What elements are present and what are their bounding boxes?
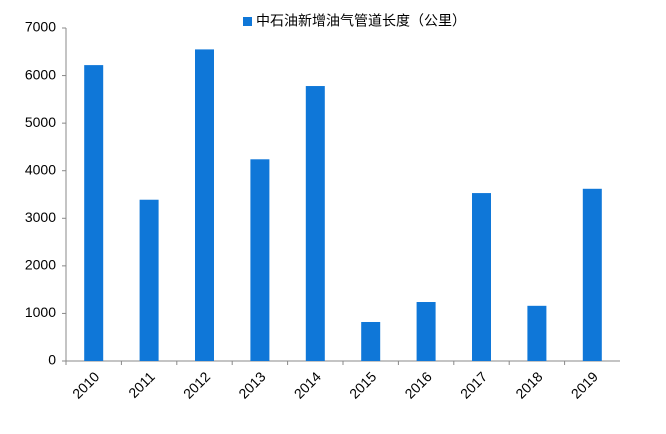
bar bbox=[472, 193, 491, 361]
y-tick-label: 0 bbox=[48, 352, 56, 368]
x-tick-label: 2011 bbox=[125, 368, 158, 401]
y-tick-label: 4000 bbox=[25, 161, 56, 177]
x-tick-label: 2014 bbox=[291, 368, 324, 401]
bar bbox=[582, 188, 602, 361]
bar bbox=[361, 321, 381, 361]
x-tick-label: 2016 bbox=[401, 368, 434, 401]
y-tick-label: 7000 bbox=[25, 19, 56, 35]
bar bbox=[305, 86, 325, 361]
bar bbox=[250, 159, 270, 361]
x-tick-label: 2010 bbox=[69, 368, 102, 401]
bar bbox=[416, 302, 436, 361]
x-tick-label: 2012 bbox=[180, 368, 213, 401]
legend-label: 中石油新增油气管道长度（公里） bbox=[256, 13, 466, 29]
bar bbox=[84, 65, 104, 361]
legend-swatch bbox=[243, 17, 252, 26]
x-tick-label: 2018 bbox=[512, 368, 545, 401]
x-tick-label: 2015 bbox=[346, 368, 379, 401]
bar bbox=[139, 199, 159, 361]
y-tick-label: 6000 bbox=[25, 66, 56, 82]
bar bbox=[527, 305, 547, 361]
y-tick-label: 1000 bbox=[25, 304, 56, 320]
bar bbox=[195, 49, 214, 362]
y-tick-label: 5000 bbox=[25, 114, 56, 130]
x-tick-label: 2019 bbox=[568, 368, 601, 401]
y-tick-label: 2000 bbox=[25, 257, 56, 273]
x-tick-label: 2013 bbox=[235, 368, 268, 401]
y-tick-label: 3000 bbox=[25, 209, 56, 225]
x-tick-label: 2017 bbox=[457, 368, 490, 401]
